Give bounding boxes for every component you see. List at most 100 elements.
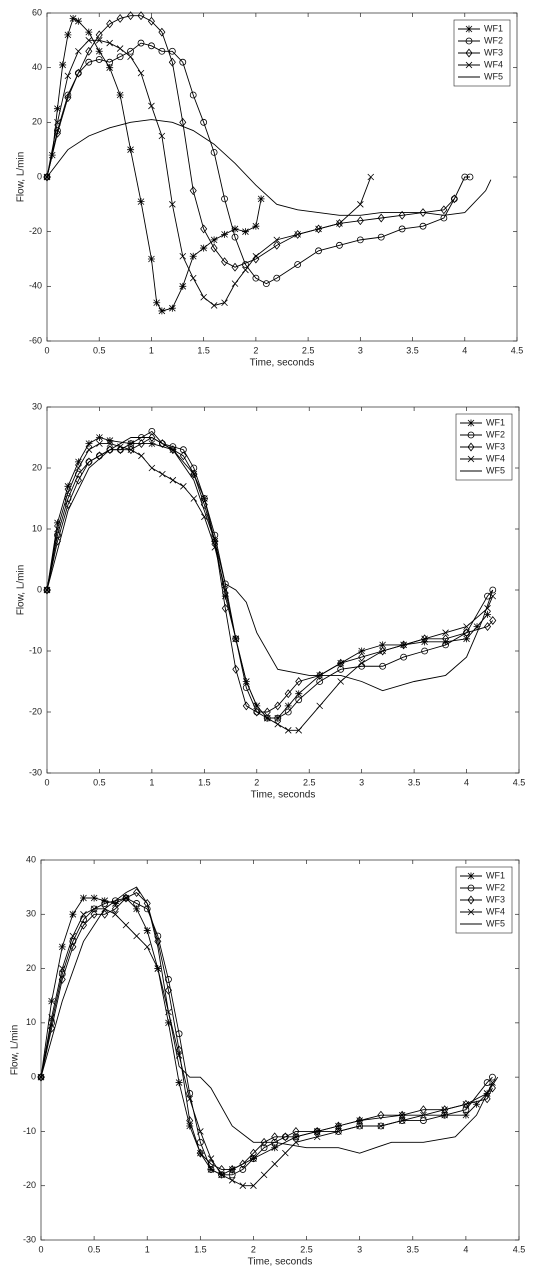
marker xyxy=(69,910,77,918)
marker xyxy=(231,233,239,241)
marker xyxy=(197,1128,204,1135)
marker xyxy=(64,482,72,490)
marker xyxy=(249,1148,257,1158)
marker xyxy=(95,451,103,461)
marker xyxy=(148,464,156,472)
marker xyxy=(189,91,197,99)
x-tick-label: 4 xyxy=(462,345,467,355)
marker xyxy=(196,1148,204,1158)
marker xyxy=(377,213,385,223)
x-tick-label: 2.5 xyxy=(303,777,316,787)
marker xyxy=(282,1149,289,1157)
marker xyxy=(64,72,72,80)
marker xyxy=(54,525,61,533)
legend-label: WF2 xyxy=(486,882,505,892)
x-axis-label: Time, seconds xyxy=(248,1257,313,1268)
marker xyxy=(467,895,475,905)
marker xyxy=(239,1182,247,1189)
marker xyxy=(210,243,218,253)
marker xyxy=(398,210,406,220)
marker xyxy=(79,920,87,930)
series-line xyxy=(46,17,262,312)
marker xyxy=(200,293,207,301)
series-line xyxy=(46,437,494,692)
marker xyxy=(367,173,375,181)
marker xyxy=(337,665,345,673)
marker xyxy=(260,1171,268,1179)
marker xyxy=(48,997,56,1005)
legend-label: WF4 xyxy=(486,906,505,916)
x-tick-label: 2.5 xyxy=(302,345,315,355)
marker xyxy=(400,653,408,661)
marker xyxy=(127,11,135,21)
marker xyxy=(292,1133,300,1141)
marker xyxy=(243,678,250,685)
y-tick-label: 0 xyxy=(31,1072,36,1082)
marker xyxy=(228,1164,236,1174)
marker xyxy=(158,47,166,55)
marker xyxy=(164,985,172,995)
marker xyxy=(75,464,82,472)
legend-label: WF5 xyxy=(484,71,503,81)
x-tick-label: 0 xyxy=(38,1244,43,1254)
chart: 0 0.5 1 1.5 2 2.5 3 3.5 4 4.5 -30 -20 -10 0 10 20 30 Time… xyxy=(16,401,526,800)
marker xyxy=(377,1110,385,1120)
marker xyxy=(64,500,72,510)
legend-label: WF3 xyxy=(486,894,505,904)
y-axis-label: Flow, L/min xyxy=(16,152,27,203)
x-tick-label: 1 xyxy=(145,1244,150,1254)
marker xyxy=(127,440,135,448)
marker xyxy=(263,714,271,722)
marker xyxy=(257,195,265,203)
marker xyxy=(295,696,303,704)
marker xyxy=(221,603,229,613)
marker xyxy=(69,942,77,952)
marker xyxy=(419,208,427,217)
marker xyxy=(450,194,458,204)
marker xyxy=(463,635,471,643)
y-tick-label: 60 xyxy=(32,7,42,17)
marker xyxy=(137,11,145,21)
marker xyxy=(284,708,292,716)
marker xyxy=(179,446,187,454)
x-tick-label: 2 xyxy=(253,345,258,355)
marker xyxy=(106,39,113,47)
marker xyxy=(211,531,219,539)
marker xyxy=(74,17,82,25)
marker xyxy=(313,1133,321,1141)
marker xyxy=(242,701,250,711)
x-tick-label: 3 xyxy=(358,345,363,355)
x-tick-label: 1 xyxy=(149,345,154,355)
marker xyxy=(111,897,119,905)
marker xyxy=(127,146,135,154)
marker xyxy=(111,904,119,914)
marker xyxy=(101,909,109,919)
y-tick-label: -40 xyxy=(29,281,42,291)
marker xyxy=(106,437,114,445)
marker xyxy=(122,921,130,929)
marker xyxy=(95,434,103,441)
marker xyxy=(143,927,151,935)
marker xyxy=(379,641,387,649)
marker xyxy=(154,965,162,972)
marker xyxy=(467,419,475,427)
marker xyxy=(295,690,303,698)
marker xyxy=(64,489,72,496)
marker xyxy=(336,220,343,227)
marker xyxy=(241,228,249,236)
marker xyxy=(207,1159,215,1169)
marker xyxy=(441,1111,449,1119)
x-tick-label: 2 xyxy=(254,777,259,787)
marker xyxy=(228,1171,236,1179)
marker xyxy=(106,440,114,447)
plot-area xyxy=(46,406,520,774)
marker xyxy=(271,1144,279,1152)
y-axis-label: Flow, L/min xyxy=(10,1025,21,1076)
x-tick-label: 0.5 xyxy=(88,1244,101,1254)
marker xyxy=(336,241,343,249)
marker xyxy=(239,1159,247,1169)
marker xyxy=(158,307,166,315)
marker xyxy=(137,69,145,77)
y-tick-label: 20 xyxy=(26,963,36,973)
marker xyxy=(159,470,166,478)
